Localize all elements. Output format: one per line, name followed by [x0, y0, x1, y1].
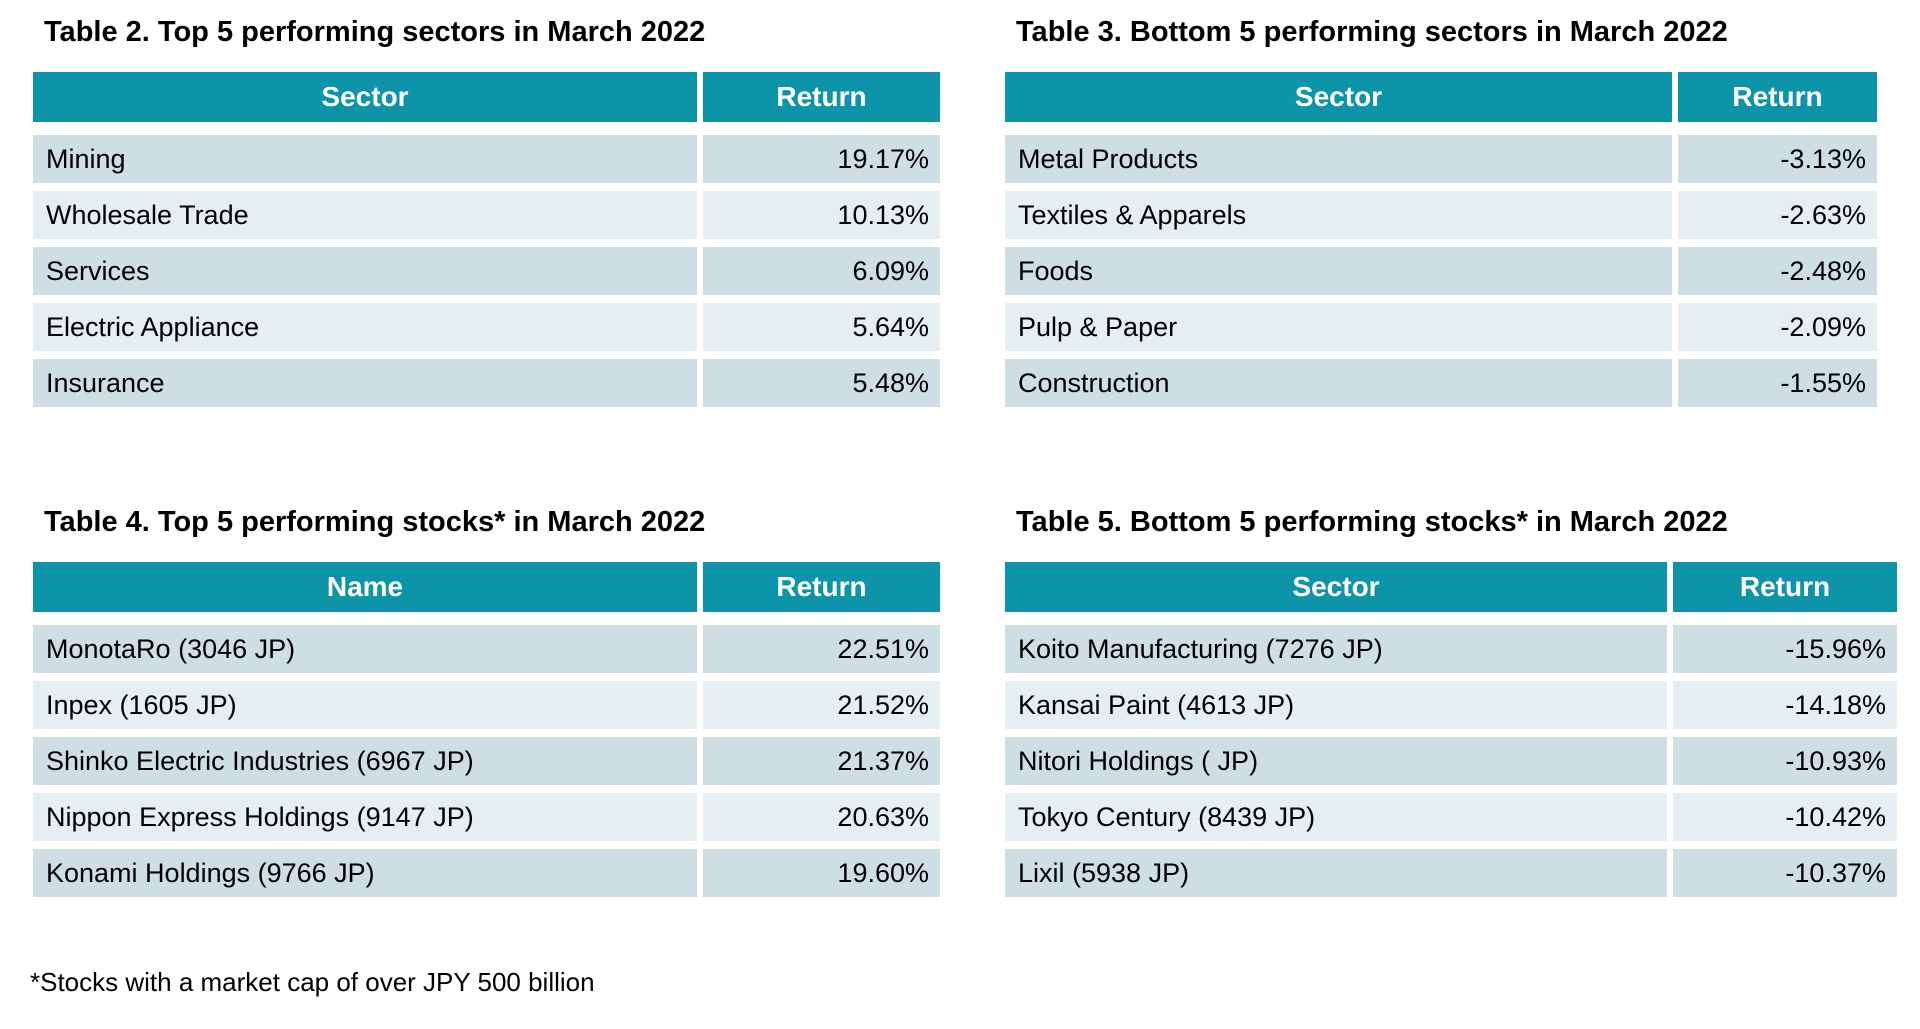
table-row: Nitori Holdings ( JP) -10.93% [1005, 737, 1897, 793]
table-row: Lixil (5938 JP) -10.37% [1005, 849, 1897, 905]
table-row: Nippon Express Holdings (9147 JP) 20.63% [33, 793, 940, 849]
return-cell: -2.09% [1678, 303, 1877, 359]
return-cell: 10.13% [703, 191, 940, 247]
table-row: Konami Holdings (9766 JP) 19.60% [33, 849, 940, 905]
return-cell: 22.51% [703, 625, 940, 681]
name-cell: Wholesale Trade [33, 191, 703, 247]
return-cell: 20.63% [703, 793, 940, 849]
table-row: Kansai Paint (4613 JP) -14.18% [1005, 681, 1897, 737]
return-cell: -2.48% [1678, 247, 1877, 303]
column-header-sector: Sector [1005, 562, 1673, 625]
table-row: Wholesale Trade 10.13% [33, 191, 940, 247]
table-title: Table 5. Bottom 5 performing stocks* in … [1016, 506, 1728, 538]
table-title: Table 3. Bottom 5 performing sectors in … [1016, 16, 1728, 48]
column-header-return: Return [1678, 72, 1877, 135]
header-row: Sector Return [1005, 562, 1897, 625]
table-row: Foods -2.48% [1005, 247, 1877, 303]
table-body: Koito Manufacturing (7276 JP) -15.96% Kans… [1005, 625, 1897, 905]
table-row: Pulp & Paper -2.09% [1005, 303, 1877, 359]
top-sectors-table: Sector Return Mining 19.17% Wholesale Trad… [33, 72, 940, 415]
return-cell: -10.93% [1673, 737, 1897, 793]
bottom-stocks-section: Table 5. Bottom 5 performing stocks* in … [1005, 504, 1897, 905]
table-body: Metal Products -3.13% Textiles & Apparels -… [1005, 135, 1877, 415]
table-body: MonotaRo (3046 JP) 22.51% Inpex (1605 JP) 2… [33, 625, 940, 905]
name-cell: Nippon Express Holdings (9147 JP) [33, 793, 703, 849]
return-cell: -3.13% [1678, 135, 1877, 191]
column-header-return: Return [703, 562, 940, 625]
table-row: Inpex (1605 JP) 21.52% [33, 681, 940, 737]
table-title: Table 4. Top 5 performing stocks* in Mar… [44, 506, 706, 538]
top-stocks-section: Table 4. Top 5 performing stocks* in Mar… [33, 504, 940, 905]
return-cell: 21.52% [703, 681, 940, 737]
name-cell: Lixil (5938 JP) [1005, 849, 1673, 905]
column-header-return: Return [1673, 562, 1897, 625]
table-row: Koito Manufacturing (7276 JP) -15.96% [1005, 625, 1897, 681]
name-cell: Pulp & Paper [1005, 303, 1678, 359]
bottom-sectors-section: Table 3. Bottom 5 performing sectors in … [1005, 14, 1877, 415]
bottom-sectors-table: Sector Return Metal Products -3.13% Textil… [1005, 72, 1877, 415]
table-row: MonotaRo (3046 JP) 22.51% [33, 625, 940, 681]
name-cell: Insurance [33, 359, 703, 415]
table-row: Electric Appliance 5.64% [33, 303, 940, 359]
table-row: Insurance 5.48% [33, 359, 940, 415]
header-row: Name Return [33, 562, 940, 625]
table-row: Construction -1.55% [1005, 359, 1877, 415]
table-row: Services 6.09% [33, 247, 940, 303]
name-cell: Mining [33, 135, 703, 191]
header-row: Sector Return [1005, 72, 1877, 135]
table-row: Metal Products -3.13% [1005, 135, 1877, 191]
return-cell: 6.09% [703, 247, 940, 303]
name-cell: Electric Appliance [33, 303, 703, 359]
name-cell: Textiles & Apparels [1005, 191, 1678, 247]
column-header-name: Name [33, 562, 703, 625]
column-header-sector: Sector [33, 72, 703, 135]
table-body: Mining 19.17% Wholesale Trade 10.13% Service… [33, 135, 940, 415]
table-row: Mining 19.17% [33, 135, 940, 191]
return-cell: -15.96% [1673, 625, 1897, 681]
return-cell: -2.63% [1678, 191, 1877, 247]
column-header-sector: Sector [1005, 72, 1678, 135]
name-cell: Services [33, 247, 703, 303]
return-cell: 21.37% [703, 737, 940, 793]
column-header-return: Return [703, 72, 940, 135]
table-row: Shinko Electric Industries (6967 JP) 21.3… [33, 737, 940, 793]
return-cell: -10.37% [1673, 849, 1897, 905]
name-cell: MonotaRo (3046 JP) [33, 625, 703, 681]
return-cell: 5.48% [703, 359, 940, 415]
return-cell: -14.18% [1673, 681, 1897, 737]
return-cell: -1.55% [1678, 359, 1877, 415]
name-cell: Kansai Paint (4613 JP) [1005, 681, 1673, 737]
name-cell: Konami Holdings (9766 JP) [33, 849, 703, 905]
return-cell: 19.60% [703, 849, 940, 905]
header-row: Sector Return [33, 72, 940, 135]
top-sectors-section: Table 2. Top 5 performing sectors in Mar… [33, 14, 940, 415]
name-cell: Tokyo Century (8439 JP) [1005, 793, 1673, 849]
table-title: Table 2. Top 5 performing sectors in Mar… [44, 16, 706, 48]
name-cell: Foods [1005, 247, 1678, 303]
bottom-stocks-table: Sector Return Koito Manufacturing (7276 … [1005, 562, 1897, 905]
name-cell: Nitori Holdings ( JP) [1005, 737, 1673, 793]
return-cell: 5.64% [703, 303, 940, 359]
name-cell: Shinko Electric Industries (6967 JP) [33, 737, 703, 793]
table-row: Textiles & Apparels -2.63% [1005, 191, 1877, 247]
table-row: Tokyo Century (8439 JP) -10.42% [1005, 793, 1897, 849]
name-cell: Metal Products [1005, 135, 1678, 191]
return-cell: -10.42% [1673, 793, 1897, 849]
top-stocks-table: Name Return MonotaRo (3046 JP) 22.51% Inpe… [33, 562, 940, 905]
footnote: *Stocks with a market cap of over JPY 50… [30, 967, 595, 997]
name-cell: Koito Manufacturing (7276 JP) [1005, 625, 1673, 681]
name-cell: Construction [1005, 359, 1678, 415]
return-cell: 19.17% [703, 135, 940, 191]
name-cell: Inpex (1605 JP) [33, 681, 703, 737]
